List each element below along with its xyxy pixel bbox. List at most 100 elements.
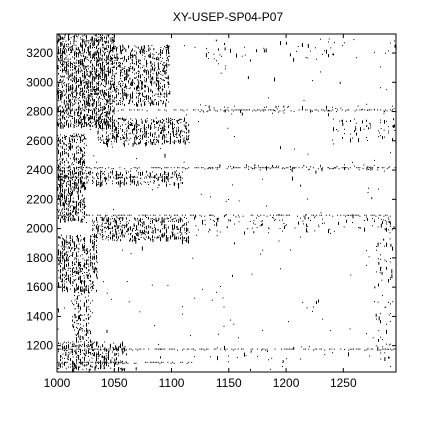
data-point — [76, 35, 77, 37]
data-point — [86, 69, 87, 71]
data-point — [128, 222, 129, 224]
data-point — [97, 59, 99, 61]
data-point — [159, 53, 161, 55]
data-point — [144, 84, 145, 86]
data-point — [100, 229, 101, 231]
data-point — [127, 126, 129, 128]
data-point — [80, 323, 81, 325]
data-point — [112, 96, 113, 98]
data-point — [101, 237, 103, 239]
data-point — [97, 70, 99, 72]
data-point — [168, 101, 169, 103]
data-point — [126, 221, 128, 223]
data-point — [126, 73, 128, 78]
data-point — [78, 216, 79, 218]
data-point — [79, 77, 81, 78]
data-point — [88, 40, 90, 42]
data-point — [72, 368, 73, 373]
data-point — [180, 142, 181, 144]
data-point — [172, 232, 173, 234]
data-point — [58, 343, 59, 345]
data-point — [110, 107, 111, 112]
data-point — [82, 80, 84, 82]
data-point — [105, 226, 106, 228]
data-point — [118, 132, 119, 135]
data-point — [165, 172, 167, 174]
data-point — [102, 236, 103, 238]
data-point — [163, 92, 165, 94]
data-point — [162, 233, 163, 238]
data-point — [156, 77, 157, 82]
data-point — [71, 90, 73, 94]
data-point — [96, 71, 97, 72]
data-point — [282, 219, 283, 221]
data-point — [166, 49, 167, 54]
data-point — [143, 51, 145, 54]
data-point — [64, 82, 65, 84]
data-point — [140, 129, 141, 131]
data-point — [212, 219, 214, 221]
data-point — [172, 121, 173, 123]
data-point — [66, 258, 68, 262]
data-point — [112, 60, 113, 65]
data-point — [160, 230, 161, 232]
data-point — [67, 269, 69, 271]
data-point — [70, 170, 71, 172]
data-point — [110, 106, 111, 108]
data-point — [124, 133, 126, 135]
cluster-right-2080 — [194, 214, 395, 235]
data-point — [124, 87, 125, 89]
data-point — [174, 141, 175, 143]
data-point — [145, 231, 147, 233]
data-point — [132, 96, 133, 98]
data-point — [69, 246, 70, 249]
data-point — [90, 276, 91, 278]
data-point — [386, 223, 387, 225]
data-point — [94, 352, 95, 354]
data-point — [112, 122, 113, 127]
data-point — [62, 267, 64, 272]
data-point — [71, 177, 73, 179]
data-point — [88, 355, 89, 357]
data-point — [157, 94, 159, 95]
data-point — [102, 76, 103, 78]
data-point — [90, 275, 91, 276]
data-point — [112, 72, 113, 74]
data-point — [138, 136, 139, 137]
data-point — [144, 127, 145, 130]
data-point — [94, 221, 95, 223]
data-point — [118, 361, 119, 363]
data-point — [71, 146, 73, 149]
data-point — [150, 73, 151, 75]
data-point — [60, 199, 62, 201]
data-point — [66, 204, 68, 206]
cluster-band-2000 — [92, 216, 190, 245]
data-point — [62, 61, 63, 63]
data-point — [182, 235, 183, 237]
data-point — [326, 105, 327, 109]
data-point — [60, 42, 62, 45]
data-point — [144, 99, 145, 100]
data-point — [166, 236, 167, 238]
data-point — [106, 236, 108, 238]
data-point — [97, 133, 99, 135]
data-point — [97, 184, 99, 185]
data-point — [116, 347, 117, 349]
data-point — [156, 136, 157, 138]
data-point — [87, 47, 88, 49]
data-point — [87, 343, 89, 347]
data-point — [58, 168, 59, 170]
data-point — [77, 53, 79, 55]
data-point — [179, 217, 181, 219]
data-point — [66, 85, 67, 87]
data-point — [138, 71, 140, 73]
data-point — [57, 106, 59, 110]
data-point — [61, 217, 63, 218]
data-point — [143, 71, 145, 73]
data-point — [58, 194, 60, 199]
data-point — [170, 123, 172, 125]
data-point — [146, 232, 148, 234]
data-point — [68, 108, 70, 110]
data-point — [148, 133, 149, 135]
data-point — [76, 47, 77, 49]
